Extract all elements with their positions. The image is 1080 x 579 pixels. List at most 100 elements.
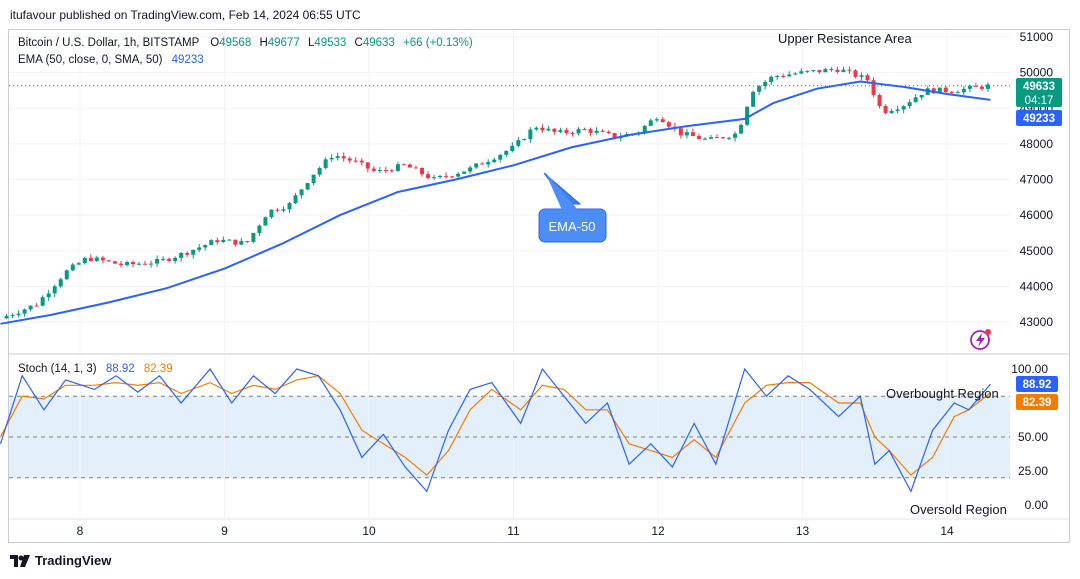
candle-body bbox=[733, 133, 738, 138]
candle-body bbox=[913, 97, 918, 103]
candle-body bbox=[979, 86, 984, 89]
candle-body bbox=[143, 263, 148, 265]
price-tick-label: 44000 bbox=[1020, 279, 1054, 293]
candle-body bbox=[395, 164, 400, 172]
candle-body bbox=[299, 189, 304, 196]
candle-body bbox=[401, 164, 406, 166]
candle-body bbox=[823, 69, 828, 73]
candle-body bbox=[510, 145, 515, 152]
candle-body bbox=[179, 252, 184, 258]
candle-body bbox=[684, 132, 689, 136]
lightning-icon[interactable] bbox=[970, 329, 991, 350]
candle-body bbox=[552, 128, 557, 132]
candle-body bbox=[245, 241, 250, 243]
candle-body bbox=[721, 137, 726, 139]
candle-body bbox=[907, 102, 912, 107]
candle-body bbox=[269, 209, 274, 218]
price-tick-label: 50000 bbox=[1020, 66, 1054, 80]
candle-body bbox=[22, 309, 27, 314]
candle-body bbox=[347, 158, 352, 161]
candle-body bbox=[528, 129, 533, 140]
stoch-tick-label: 25.00 bbox=[1018, 464, 1048, 478]
candle-body bbox=[4, 316, 9, 319]
candle-body bbox=[654, 119, 659, 121]
candle-body bbox=[498, 154, 503, 160]
candle-body bbox=[468, 167, 473, 172]
candle-body bbox=[100, 257, 105, 261]
candle-body bbox=[492, 159, 497, 163]
candle-body bbox=[727, 137, 732, 139]
ema-callout[interactable]: EMA-50 bbox=[538, 172, 607, 243]
candle-body bbox=[215, 240, 220, 243]
candle-body bbox=[221, 239, 226, 243]
candle-body bbox=[576, 129, 581, 134]
candle-body bbox=[305, 183, 310, 190]
candle-body bbox=[426, 174, 431, 179]
candle-body bbox=[708, 137, 713, 139]
candle-body bbox=[227, 239, 232, 241]
candle-body bbox=[949, 91, 954, 93]
candle-body bbox=[124, 262, 129, 266]
candle-body bbox=[335, 156, 340, 158]
candle-body bbox=[606, 131, 611, 134]
candle-body bbox=[263, 217, 268, 226]
candle-body bbox=[377, 170, 382, 172]
candle-body bbox=[805, 70, 810, 72]
candle-body bbox=[365, 162, 370, 169]
candle-body bbox=[835, 69, 840, 72]
candle-body bbox=[540, 127, 545, 131]
candle-body bbox=[811, 70, 816, 72]
candle-body bbox=[70, 264, 75, 271]
time-tick-label: 9 bbox=[221, 524, 228, 538]
last-price-badge: 49633 04:17 bbox=[1016, 78, 1062, 107]
candle-body bbox=[432, 177, 437, 179]
candle-body bbox=[137, 263, 142, 265]
candle-body bbox=[859, 75, 864, 77]
price-tick-label: 43000 bbox=[1020, 315, 1054, 329]
candle-body bbox=[853, 70, 858, 77]
candle-body bbox=[955, 92, 960, 94]
candle-body bbox=[937, 87, 942, 94]
candle-body bbox=[763, 81, 768, 87]
candle-body bbox=[594, 130, 599, 133]
candle-body bbox=[486, 162, 491, 165]
time-axis-ticks: 8 9 10 11 12 13 14 bbox=[77, 524, 954, 538]
upper-resistance-label: Upper Resistance Area bbox=[778, 31, 912, 46]
candle-body bbox=[130, 262, 135, 265]
candle-body bbox=[287, 203, 292, 210]
stoch-levels bbox=[9, 395, 1010, 479]
stoch-k-badge: 88.92 bbox=[1016, 376, 1058, 392]
candle-body bbox=[666, 122, 671, 127]
candle-body bbox=[233, 239, 238, 245]
candle-body bbox=[558, 130, 563, 132]
candle-body bbox=[516, 140, 521, 146]
candle-body bbox=[40, 297, 45, 306]
candle-body bbox=[251, 233, 256, 242]
tradingview-footer[interactable]: TradingView bbox=[10, 553, 111, 568]
price-grid bbox=[9, 30, 1010, 352]
candle-body bbox=[88, 257, 93, 261]
svg-text:82.39: 82.39 bbox=[1023, 397, 1052, 409]
candle-body bbox=[690, 132, 695, 137]
svg-text:88.92: 88.92 bbox=[1023, 379, 1052, 391]
candle-body bbox=[504, 151, 509, 155]
ema-callout-label: EMA-50 bbox=[549, 219, 596, 234]
svg-text:49233: 49233 bbox=[1023, 113, 1055, 125]
candles-layer bbox=[4, 66, 990, 319]
candle-body bbox=[793, 73, 798, 75]
candle-body bbox=[28, 305, 33, 310]
candle-body bbox=[901, 106, 906, 110]
candle-body bbox=[841, 69, 846, 72]
candle-body bbox=[757, 86, 762, 92]
stoch-d-line bbox=[0, 375, 991, 476]
candle-body bbox=[209, 240, 214, 245]
candle-body bbox=[407, 164, 412, 168]
candle-body bbox=[185, 252, 190, 255]
candle-body bbox=[462, 171, 467, 174]
candle-body bbox=[112, 261, 117, 264]
candle-body bbox=[871, 80, 876, 95]
time-tick-label: 12 bbox=[651, 524, 665, 538]
candle-body bbox=[191, 249, 196, 255]
candle-body bbox=[781, 75, 786, 77]
